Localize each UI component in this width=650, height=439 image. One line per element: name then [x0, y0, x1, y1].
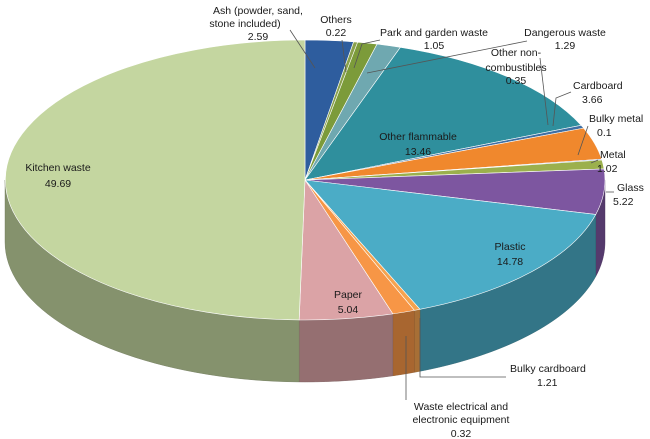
label-bulky-metal: Bulky metal	[589, 113, 643, 125]
label-other-flammable: Other flammable	[379, 131, 457, 143]
label-plastic-value: 14.78	[497, 256, 523, 268]
label-other-flammable-value: 13.46	[405, 146, 431, 158]
label-paper-value: 5.04	[338, 304, 359, 316]
label-cardboard: Cardboard	[573, 80, 623, 92]
label-bulky-metal-value: 0.1	[597, 127, 612, 139]
label-park-and-garden-waste: Park and garden waste	[380, 27, 488, 39]
label-waste-electrical-and-electronic-equipment: Waste electrical and electronic equipment	[413, 401, 510, 426]
label-dangerous-waste-value: 1.29	[555, 40, 576, 52]
label-others: Others	[320, 14, 352, 26]
leader-lines	[289, 29, 614, 400]
label-ash-powder-sand-stone-included-value: 2.59	[248, 31, 269, 43]
pie-slice-10	[304, 179, 597, 310]
label-bulky-cardboard-value: 1.21	[537, 377, 558, 389]
leader-line-5	[539, 57, 549, 126]
leader-line-2	[353, 39, 381, 69]
label-dangerous-waste: Dangerous waste	[524, 27, 606, 39]
label-park-and-garden-waste-value: 1.05	[424, 40, 445, 52]
label-kitchen-waste: Kitchen waste	[25, 162, 91, 174]
label-kitchen-waste-value: 49.69	[45, 178, 71, 190]
slice-labels: Ash (powder, sand, stone included)2.59 Oth…	[25, 5, 644, 439]
pie-slice-4	[304, 46, 582, 181]
pie-slice-14	[5, 39, 306, 321]
leader-line-8	[590, 159, 599, 164]
pie-side-12	[392, 310, 415, 377]
leader-line-7	[577, 125, 589, 156]
label-metal: Metal	[600, 149, 626, 161]
label-other-non-combustibles: Other non-combustibles	[485, 47, 546, 74]
label-plastic: Plastic	[495, 241, 526, 253]
label-glass: Glass	[617, 182, 644, 194]
label-others-value: 0.22	[326, 27, 347, 39]
pie-slices	[5, 39, 606, 321]
label-other-non-combustibles-value: 0.35	[506, 75, 527, 87]
label-cardboard-value: 3.66	[582, 94, 603, 106]
label-bulky-cardboard: Bulky cardboard	[510, 363, 586, 375]
label-ash-powder-sand-stone-included: Ash (powder, sand, stone included)	[209, 5, 303, 30]
label-paper: Paper	[334, 289, 363, 301]
leader-line-12	[419, 318, 506, 378]
label-waste-electrical-and-electronic-equipment-value: 0.32	[451, 428, 472, 439]
leader-line-0	[289, 29, 316, 69]
label-metal-value: 1.02	[597, 163, 618, 175]
leader-line-6	[552, 91, 572, 127]
pie-side-11	[414, 309, 421, 373]
pie-side-13	[298, 313, 394, 383]
label-glass-value: 5.22	[613, 196, 634, 208]
leader-line-3	[366, 40, 528, 74]
leader-line-1	[341, 39, 347, 73]
